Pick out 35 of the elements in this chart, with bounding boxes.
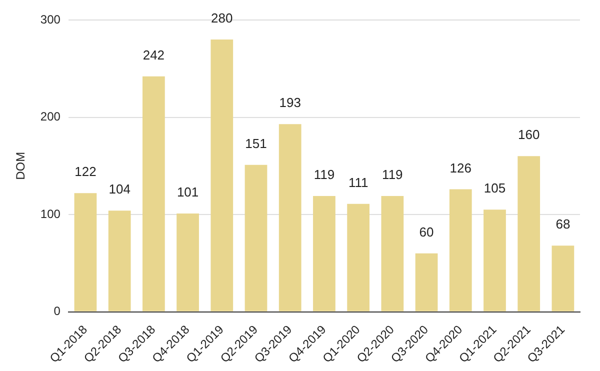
data-label: 122: [74, 164, 96, 180]
bar: [313, 196, 336, 312]
data-label: 105: [484, 180, 506, 196]
bar: [210, 39, 234, 312]
bar: [449, 189, 472, 312]
bar: [415, 253, 438, 312]
y-tick-label: 300: [40, 12, 61, 26]
data-label: 104: [108, 182, 130, 197]
bar: [244, 164, 268, 312]
data-label: 280: [211, 10, 233, 26]
data-label: 193: [279, 95, 301, 110]
data-label: 60: [419, 224, 434, 240]
data-label: 151: [245, 136, 267, 152]
bar: [142, 76, 165, 312]
data-label: 111: [348, 174, 368, 190]
y-tick-label: 100: [40, 206, 61, 221]
y-tick-label: 0: [54, 304, 61, 318]
data-label: 119: [382, 167, 403, 182]
bar: [381, 196, 404, 312]
bar: [518, 156, 540, 312]
data-label: 126: [450, 160, 472, 176]
data-label: 160: [518, 127, 540, 142]
y-axis-title: DOM: [14, 152, 28, 180]
bar: [484, 210, 506, 312]
bar: [108, 210, 131, 312]
bar: [74, 193, 97, 312]
y-tick-label: 200: [40, 110, 61, 124]
data-label: 101: [176, 184, 199, 200]
bar: [552, 246, 574, 312]
data-label: 119: [314, 167, 335, 182]
bar: [278, 124, 302, 312]
bar: [176, 214, 199, 312]
data-label: 68: [556, 216, 570, 232]
bar: [347, 204, 370, 312]
data-label: 242: [142, 47, 165, 62]
